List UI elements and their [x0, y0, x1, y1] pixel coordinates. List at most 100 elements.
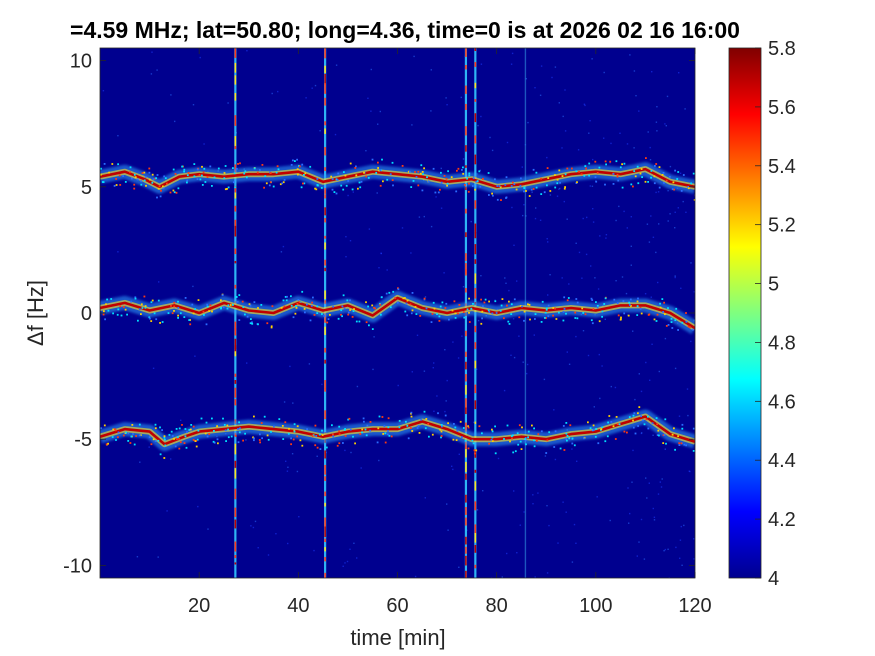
trace-speck: [292, 438, 295, 441]
noise-speck: [674, 227, 676, 229]
trace-speck: [510, 185, 513, 187]
trace-speck: [417, 184, 420, 187]
trace-speck: [664, 418, 667, 421]
trace-speck: [336, 444, 339, 447]
trace-speck: [359, 186, 362, 189]
noise-speck: [549, 194, 552, 196]
trace-speck: [468, 174, 471, 177]
noise-speck: [554, 66, 557, 68]
trace-speck: [621, 163, 623, 166]
noise-speck: [511, 206, 513, 209]
trace-speck: [479, 185, 482, 188]
trace-speck: [662, 311, 664, 313]
trace-speck: [158, 185, 161, 187]
trace-speck: [175, 428, 178, 430]
trace-speck: [670, 321, 673, 323]
trace-speck: [337, 317, 340, 320]
trace-speck: [655, 163, 658, 165]
trace-speck: [632, 419, 634, 422]
trace-speck: [581, 307, 584, 310]
noise-speck: [633, 70, 636, 72]
trace-speck: [120, 314, 123, 317]
trace-speck: [144, 176, 147, 178]
noise-speck: [166, 510, 168, 512]
trace-speck: [503, 438, 505, 440]
trace-speck: [315, 435, 318, 437]
noise-speck: [564, 130, 567, 132]
trace-speck: [344, 435, 347, 437]
trace-speck: [532, 188, 535, 190]
trace-speck: [434, 191, 437, 194]
trace-speck: [163, 175, 166, 178]
noise-speck: [345, 256, 347, 258]
trace-speck: [295, 305, 297, 307]
trace-speck: [365, 434, 368, 437]
noise-speck: [518, 335, 520, 337]
trace-speck: [665, 179, 668, 182]
trace-speck: [545, 307, 548, 310]
trace-speck: [655, 320, 658, 322]
noise-speck: [685, 211, 687, 213]
trace-core: [100, 415, 695, 446]
trace-speck: [223, 177, 226, 179]
trace-speck: [481, 317, 483, 320]
trace-speck: [536, 440, 538, 442]
trace-speck: [454, 317, 457, 319]
trace-speck: [663, 434, 666, 436]
trace-speck: [673, 188, 675, 191]
noise-speck: [551, 76, 553, 79]
noise-speck: [653, 516, 656, 518]
noise-speck: [197, 505, 199, 508]
noise-speck: [379, 110, 381, 113]
trace-speck: [280, 307, 283, 309]
trace-speck: [177, 317, 179, 319]
trace-speck: [352, 310, 355, 312]
trace-speck: [270, 326, 273, 329]
trace-speck: [555, 318, 558, 320]
trace-speck: [685, 320, 688, 323]
trace-speck: [397, 288, 400, 291]
trace-speck: [358, 181, 361, 184]
trace-speck: [232, 167, 234, 169]
trace-speck: [352, 435, 354, 438]
trace-speck: [342, 442, 344, 444]
noise-speck: [152, 367, 155, 369]
trace-speck: [152, 178, 155, 181]
trace-speck: [464, 439, 467, 442]
trace-speck: [347, 311, 350, 314]
chart-title: =4.59 MHz; lat=50.80; long=4.36, time=0 …: [70, 17, 740, 43]
trace-speck: [338, 442, 341, 445]
trace-speck: [202, 310, 205, 313]
trace-speck: [239, 427, 241, 430]
trace-speck: [284, 421, 287, 424]
trace-speck: [519, 440, 522, 443]
trace-speck: [588, 162, 591, 165]
trace-speck: [243, 172, 246, 175]
noise-speck: [554, 458, 557, 461]
trace-speck: [171, 312, 174, 315]
trace-speck: [524, 438, 526, 440]
trace-speck: [553, 446, 556, 448]
noise-speck: [629, 54, 631, 56]
noise-speck: [661, 478, 663, 480]
trace-speck: [475, 449, 478, 452]
noise-speck: [139, 461, 141, 463]
trace-speck: [685, 312, 687, 314]
trace-speck: [122, 175, 124, 177]
noise-speck: [424, 497, 426, 499]
trace-speck: [409, 303, 412, 306]
noise-speck: [470, 220, 472, 223]
noise-speck: [506, 141, 509, 144]
noise-speck: [537, 492, 539, 494]
trace-speck: [311, 435, 314, 437]
trace-speck: [258, 439, 261, 441]
trace-speck: [250, 318, 252, 320]
trace-speck: [651, 422, 654, 425]
noise-speck: [687, 414, 689, 417]
trace-speck: [257, 323, 259, 326]
noise-speck: [445, 97, 447, 99]
trace-speck: [533, 439, 535, 442]
trace-speck: [371, 304, 374, 307]
trace-speck: [213, 176, 216, 179]
trace-speck: [630, 305, 632, 307]
